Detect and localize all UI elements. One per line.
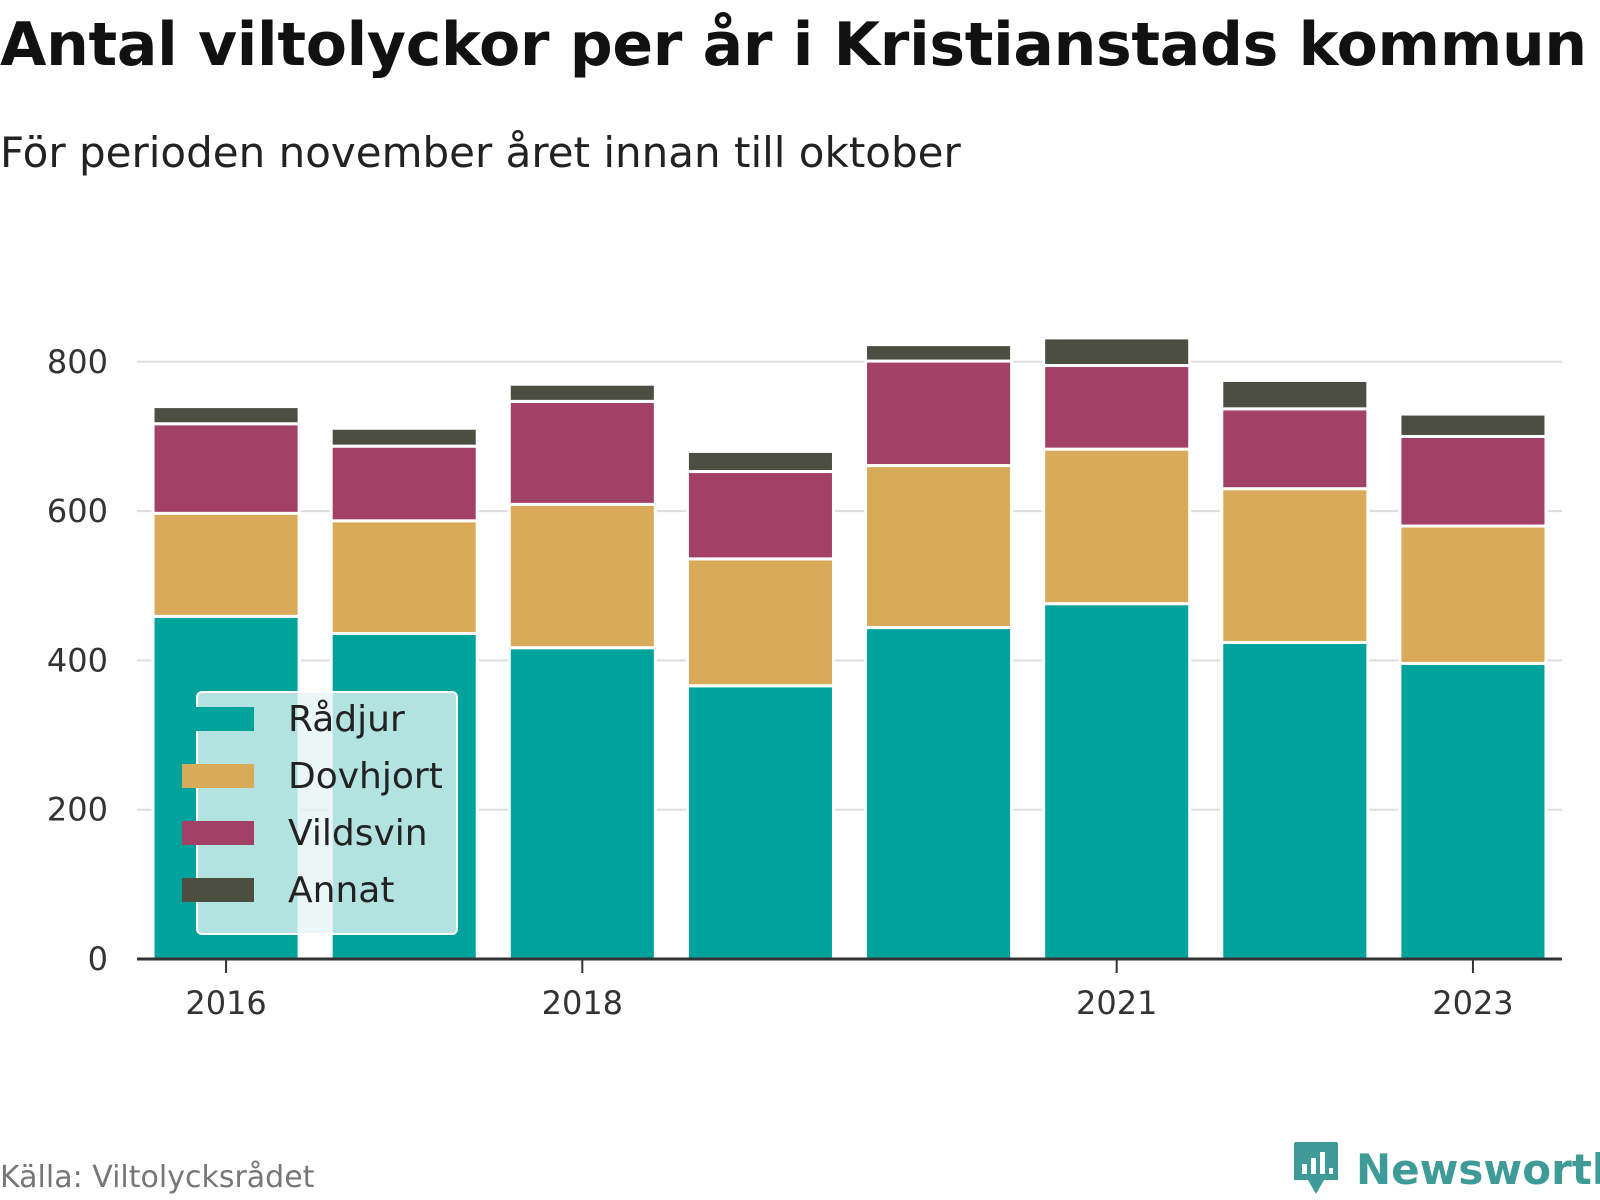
bar-2021-dovhjort: [1042, 447, 1192, 606]
bar-2016-annat: [151, 405, 301, 426]
bar-2019-dovhjort: [685, 557, 835, 688]
y-tick-label-0: 0: [88, 940, 108, 978]
legend: Rådjur Dovhjort Vildsvin Annat: [182, 691, 458, 935]
bar-2023-annat: [1398, 412, 1548, 438]
legend-label-radjur: Rådjur: [288, 698, 405, 740]
bar-2017-vildsvin: [329, 444, 479, 523]
newsworthy-chart-icon: [1294, 1142, 1338, 1194]
bar-2023-vildsvin: [1398, 434, 1548, 528]
legend-swatch-annat: [182, 878, 254, 902]
bar-2022-annat: [1220, 378, 1370, 411]
bar-2016-dovhjort: [151, 511, 301, 618]
y-tick-label-400: 400: [47, 641, 108, 679]
bar-2021-annat: [1042, 336, 1192, 368]
bar-2021-radjur: [1042, 602, 1192, 961]
bar-2019-radjur: [685, 684, 835, 961]
legend-swatch-dovhjort: [182, 764, 254, 788]
brand-name: Newsworthy: [1356, 1144, 1600, 1194]
chart-title: Antal viltolyckor per år i Kristianstads…: [0, 10, 1587, 80]
legend-swatch-radjur: [182, 707, 254, 731]
x-tick-label-2016: 2016: [185, 984, 266, 1022]
legend-item-vildsvin: Vildsvin: [182, 812, 428, 854]
brand-logo: Newsworthy: [1292, 1140, 1600, 1198]
bar-2023-dovhjort: [1398, 524, 1548, 665]
bar-2018-vildsvin: [507, 399, 657, 506]
bar-2022-vildsvin: [1220, 407, 1370, 491]
legend-item-radjur: Rådjur: [182, 698, 405, 740]
chart-subtitle: För perioden november året innan till ok…: [0, 128, 961, 177]
x-tick-label-2018: 2018: [542, 984, 623, 1022]
bar-2020-annat: [864, 343, 1014, 363]
legend-swatch-vildsvin: [182, 821, 254, 845]
y-tick-label-800: 800: [47, 343, 108, 381]
bar-2020-radjur: [864, 626, 1014, 961]
legend-label-vildsvin: Vildsvin: [288, 812, 428, 854]
y-tick-label-600: 600: [47, 492, 108, 530]
bar-2019-annat: [685, 449, 835, 474]
bar-2017-dovhjort: [329, 519, 479, 636]
bar-2020-vildsvin: [864, 359, 1014, 468]
bar-2022-dovhjort: [1220, 487, 1370, 644]
x-tick-label-2023: 2023: [1432, 984, 1513, 1022]
legend-label-dovhjort: Dovhjort: [288, 755, 443, 797]
y-tick-label-200: 200: [47, 791, 108, 829]
bar-2017-annat: [329, 426, 479, 448]
bar-2022-radjur: [1220, 640, 1370, 961]
bar-2020-dovhjort: [864, 464, 1014, 630]
bar-2016-vildsvin: [151, 422, 301, 515]
x-tick-label-2021: 2021: [1076, 984, 1157, 1022]
legend-item-dovhjort: Dovhjort: [182, 755, 443, 797]
bar-2018-dovhjort: [507, 502, 657, 650]
bar-2023-radjur: [1398, 661, 1548, 961]
legend-item-annat: Annat: [182, 869, 395, 911]
legend-label-annat: Annat: [288, 869, 395, 911]
source-note: Källa: Viltolycksrådet: [0, 1160, 315, 1195]
bar-2019-vildsvin: [685, 470, 835, 561]
bar-2021-vildsvin: [1042, 364, 1192, 451]
bar-2018-radjur: [507, 646, 657, 961]
axes: 0 200 400 600 800 2016 2018 2021 2023: [47, 343, 1562, 1022]
bar-2018-annat: [507, 382, 657, 403]
